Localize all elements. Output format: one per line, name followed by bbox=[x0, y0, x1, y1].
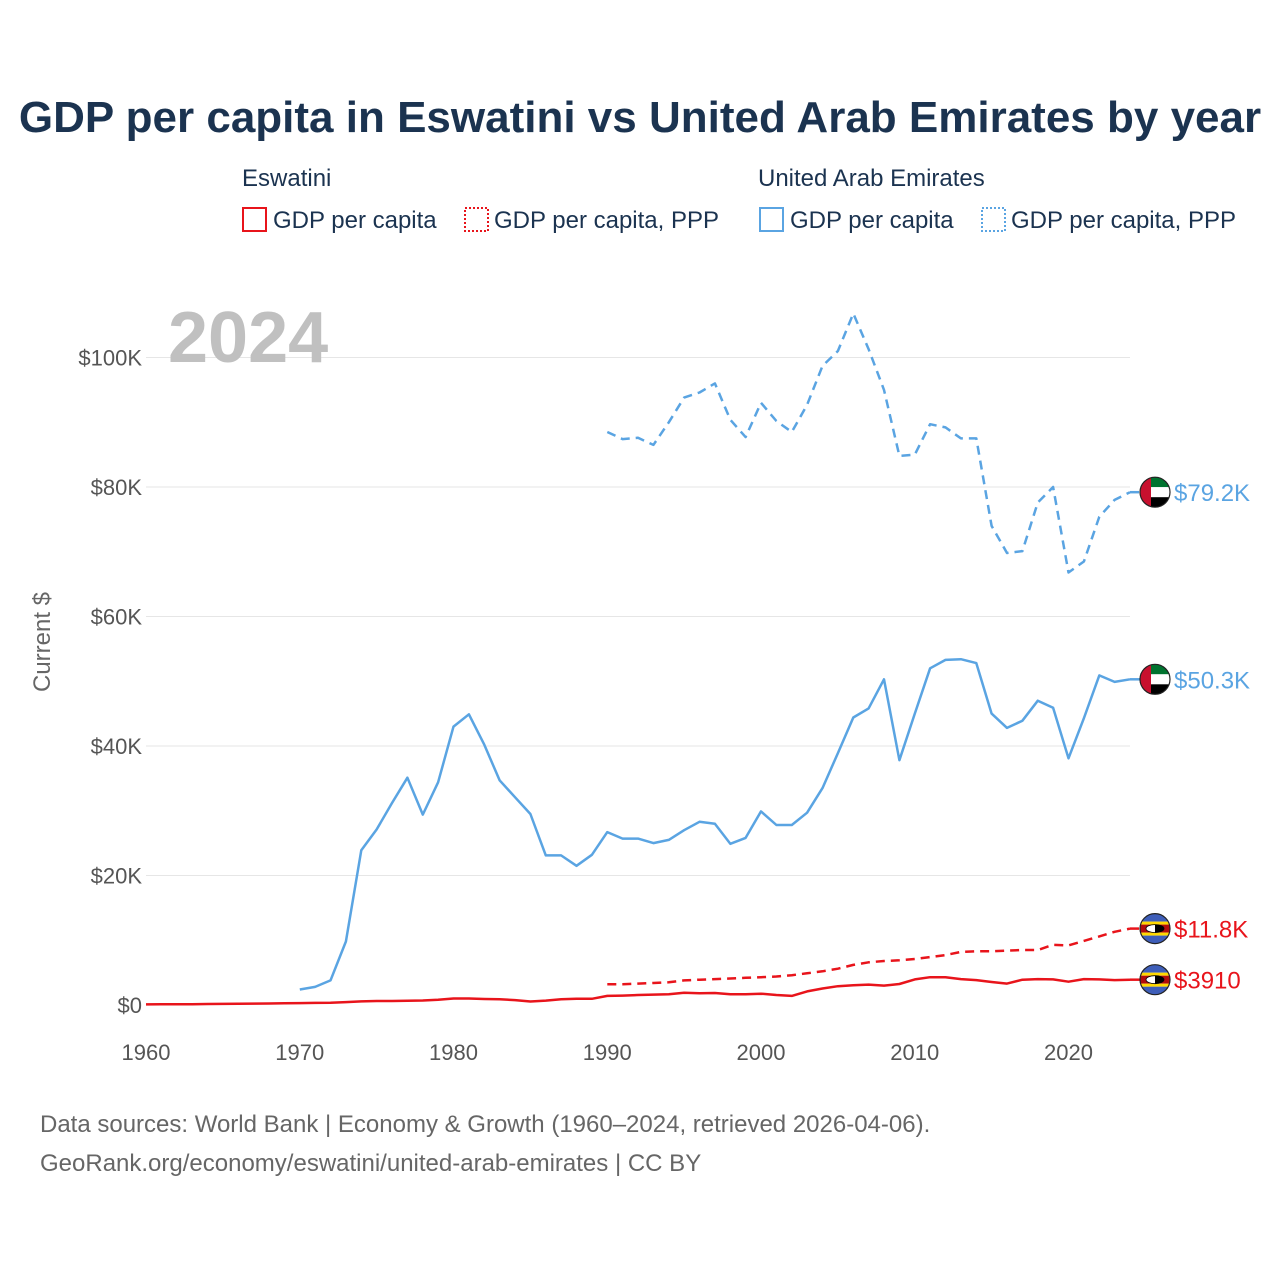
y-tick-label: $40K bbox=[91, 734, 143, 759]
series bbox=[145, 312, 1140, 1006]
axes: $0 $20K $40K $60K $80K $100K 1960 1970 1980 1990 2… bbox=[78, 346, 1093, 1066]
uae-flag-icon bbox=[1139, 476, 1171, 508]
uae-flag-icon bbox=[1139, 663, 1171, 695]
legend-item-uae-ppp: GDP per capita, PPP bbox=[1011, 207, 1236, 234]
y-tick-label: $80K bbox=[91, 475, 143, 500]
legend-item-uae-gdp: GDP per capita bbox=[790, 207, 954, 234]
y-tick-label: $0 bbox=[118, 993, 142, 1018]
y-tick-label: $60K bbox=[91, 605, 143, 630]
end-value-label: $79.2K bbox=[1174, 480, 1250, 507]
source-line-1: Data sources: World Bank | Economy & Gro… bbox=[40, 1111, 930, 1138]
legend-swatch-uae-ppp bbox=[981, 207, 1006, 232]
x-tick-label: 1970 bbox=[275, 1040, 324, 1065]
legend-swatch-uae-gdp bbox=[759, 207, 784, 232]
end-labels: $3910 $11.8K $50.3K $79.2K bbox=[1139, 476, 1250, 996]
series-line-uae-gdp bbox=[299, 657, 1131, 991]
legend-item-eswatini-gdp: GDP per capita bbox=[273, 207, 437, 234]
y-axis-label: Current $ bbox=[29, 592, 56, 692]
y-tick-label: $20K bbox=[91, 864, 143, 889]
end-value-label: $50.3K bbox=[1174, 667, 1250, 694]
x-tick-label: 2010 bbox=[890, 1040, 939, 1065]
legend: Eswatini GDP per capita GDP per capita, … bbox=[242, 165, 1236, 234]
eswatini-flag-icon bbox=[1139, 964, 1171, 996]
x-tick-label: 1990 bbox=[583, 1040, 632, 1065]
end-value-label: $11.8K bbox=[1174, 917, 1248, 944]
legend-swatch-eswatini-gdp bbox=[242, 207, 267, 232]
year-label: 2024 bbox=[168, 298, 328, 378]
y-tick-label: $100K bbox=[78, 346, 142, 371]
x-tick-label: 2000 bbox=[737, 1040, 786, 1065]
series-line-eswatini-ppp bbox=[607, 927, 1131, 986]
legend-item-eswatini-ppp: GDP per capita, PPP bbox=[494, 207, 719, 234]
legend-group-uae: United Arab Emirates bbox=[758, 165, 985, 192]
series-line-eswatini-gdp bbox=[145, 975, 1131, 1006]
eswatini-flag-icon bbox=[1139, 912, 1171, 945]
x-tick-label: 1980 bbox=[429, 1040, 478, 1065]
legend-group-eswatini: Eswatini bbox=[242, 165, 331, 192]
legend-swatch-eswatini-ppp bbox=[464, 207, 489, 232]
series-line-uae-ppp bbox=[606, 312, 1131, 574]
grid bbox=[146, 357, 1130, 876]
x-tick-label: 2020 bbox=[1044, 1040, 1093, 1065]
chart-title: GDP per capita in Eswatini vs United Ara… bbox=[19, 93, 1261, 142]
source-line-2: GeoRank.org/economy/eswatini/united-arab… bbox=[40, 1150, 701, 1177]
end-value-label: $3910 bbox=[1174, 968, 1241, 995]
x-tick-label: 1960 bbox=[122, 1040, 171, 1065]
